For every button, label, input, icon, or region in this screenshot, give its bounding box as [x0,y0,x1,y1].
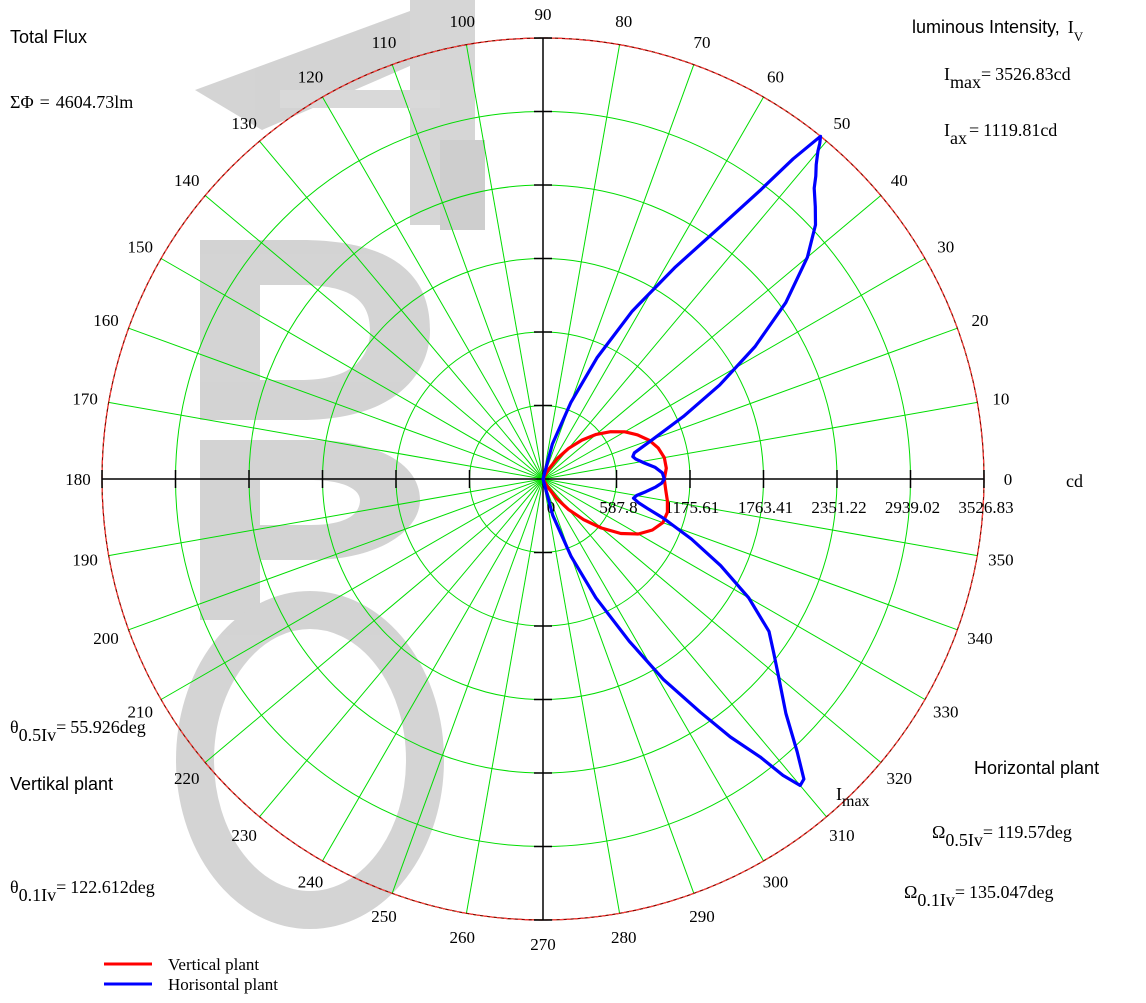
grid-spoke [542,195,882,480]
angle-label: 50 [833,114,850,133]
grid-spoke [542,478,926,700]
watermark-logo [176,0,485,929]
angle-label: 190 [72,551,98,570]
series-line-horisontal-plant [541,134,823,788]
grid-spoke [259,478,544,818]
series-layer [541,134,823,788]
grid-spoke [160,258,544,480]
horizontal-tenth-angle: Ω0.1Iv= 135.047deg [904,882,1054,910]
grid-spoke [391,478,544,894]
grid-spoke [391,64,544,480]
angle-label: 290 [689,907,715,926]
angle-label: 110 [372,33,397,52]
angle-label: 280 [611,928,637,947]
radial-tick-label: 1175.61 [665,498,720,517]
grid-spoke [259,140,544,480]
radial-tick-label: 2351.22 [811,498,866,517]
unit-label: cd [1066,471,1083,491]
angle-label: 270 [530,935,556,954]
total-flux-title: Total Flux [10,27,87,47]
grid-spoke [108,401,544,480]
radial-tick-label: 2939.02 [885,498,940,517]
angle-label: 140 [174,171,200,190]
angle-label: 90 [535,5,552,24]
vertical-half-angle: θ0.5Iv= 55.926deg [10,717,146,745]
grid-spoke [542,478,958,631]
radial-tick-label: 3526.83 [958,498,1013,517]
angle-label: 260 [450,928,476,947]
grid-spoke [204,478,544,763]
intensity-title: luminous Intensity, IV [912,17,1084,44]
angle-label: 130 [231,114,257,133]
angle-label: 0 [1004,470,1013,489]
angle-label: 20 [972,311,989,330]
angle-label: 160 [93,311,119,330]
imax-marker: Imax [836,784,870,810]
angle-label: 120 [298,67,324,86]
imax-value: Imax= 3526.83cd [944,64,1071,92]
total-flux-value: ΣΦ = 4604.73lm [10,92,133,112]
angle-labels: 0 10 20 30 40 50 60 70 80 90 100 110 120 130 140 150 160… [65,5,1013,954]
grid-spoke [542,478,978,557]
angle-label: 210 [128,703,154,722]
grid-spoke [204,195,544,480]
angle-label: 250 [371,907,397,926]
radial-tick-label: 1763.41 [738,498,793,517]
grid-spoke [322,478,544,862]
grid-spoke [542,44,621,480]
angle-label: 40 [891,171,908,190]
horizontal-section-title: Horizontal plant [974,758,1099,778]
grid-spoke [542,478,621,914]
angle-label: 60 [767,67,784,86]
grid-spoke [542,140,827,480]
grid-spoke [160,478,544,700]
grid-spoke [128,327,544,480]
grid-spoke [465,44,544,480]
angle-label: 170 [72,389,98,408]
iax-value: Iax = 1119.81cd [944,120,1057,148]
angle-label: 300 [763,873,789,892]
grid-spoke [465,478,544,914]
grid-spoke [542,327,958,480]
horizontal-half-angle: Ω0.5Iv= 119.57deg [932,822,1072,850]
angle-label: 350 [988,551,1014,570]
vertical-tenth-angle-text: θ0.1Iv= 122.612deg [10,877,155,905]
grid-spoke [542,401,978,480]
angle-label: 70 [694,33,711,52]
legend-label: Horisontal plant [168,975,278,994]
legend-label: Vertical plant [168,955,259,974]
angle-label: 240 [298,873,324,892]
angle-label: 230 [231,826,257,845]
grid-spoke [108,478,544,557]
radial-tick-label: 587.8 [599,498,637,517]
grid-spoke [542,478,827,818]
vertical-section-title: Vertikal plant [10,774,113,794]
angle-label: 180 [65,470,91,489]
angle-label: 100 [450,12,476,31]
angle-label: 30 [937,238,954,257]
grid-spoke [128,478,544,631]
angle-label: 80 [615,12,632,31]
angle-label: 330 [933,703,959,722]
grid-spoke [322,96,544,480]
angle-label: 200 [93,629,119,648]
radial-tick-labels: 0 587.8 1175.61 1763.41 2351.22 2939.02 3526.8… [547,498,1014,517]
polar-grid [101,37,985,921]
angle-label: 220 [174,769,200,788]
angle-label: 150 [128,238,154,257]
angle-label: 320 [886,769,912,788]
angle-label: 310 [829,826,855,845]
angle-label: 340 [967,629,993,648]
angle-label: 10 [992,389,1009,408]
